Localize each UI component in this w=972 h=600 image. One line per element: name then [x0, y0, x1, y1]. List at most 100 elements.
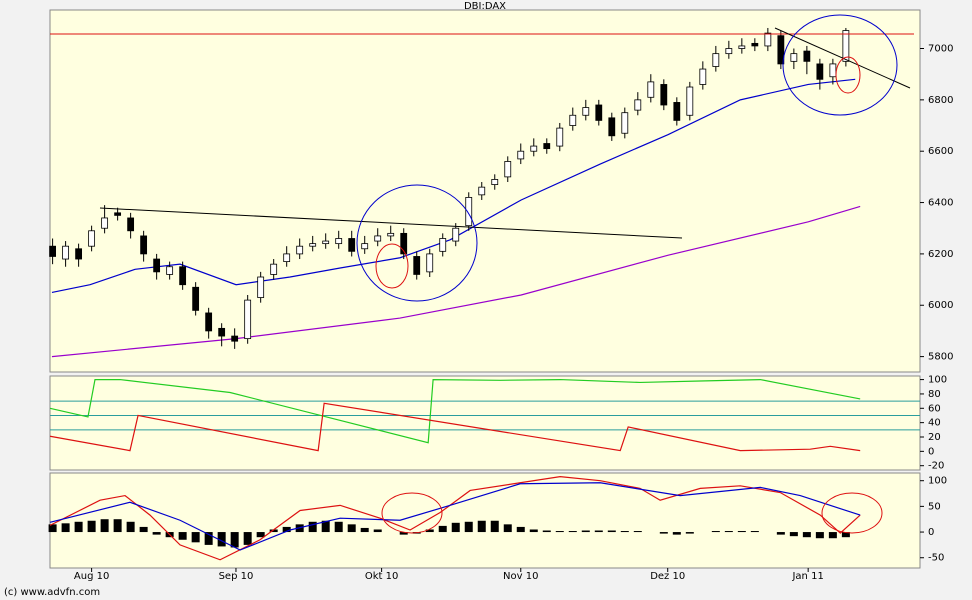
histogram-bar	[399, 532, 408, 535]
histogram-bar	[542, 530, 551, 533]
plot: 5800 6000 6200 6400 6600 6800 7000 -20 0 20 40 60 80…	[48, 27, 953, 582]
candle-body	[478, 186, 486, 196]
series-line	[49, 475, 861, 561]
series-line	[49, 378, 861, 444]
candle-body	[257, 276, 265, 298]
y-tick-label: 7000	[928, 44, 953, 55]
histogram-bar	[217, 532, 226, 547]
y-tick-label: 40	[928, 418, 941, 429]
candle-body	[816, 63, 824, 80]
candle-body	[283, 253, 291, 263]
histogram-bar	[48, 524, 57, 533]
candle-body	[127, 217, 135, 232]
histogram-bar	[139, 526, 148, 533]
histogram-bar	[789, 532, 798, 537]
macd-panel	[49, 472, 921, 569]
histogram-bar	[516, 526, 525, 533]
y-tick-label: 6400	[928, 198, 953, 209]
trend-line	[774, 27, 911, 89]
y-tick-label: 100	[928, 476, 947, 487]
histogram-bar	[152, 532, 161, 535]
y-tick-label: -20	[928, 461, 944, 472]
histogram-bar	[620, 531, 629, 533]
candle-body	[218, 327, 226, 337]
candle-body	[491, 179, 499, 185]
histogram-bar	[178, 532, 187, 540]
y-tick-label: 50	[928, 501, 941, 512]
candle-body	[413, 256, 421, 275]
y-tick-label: 0	[928, 446, 934, 457]
candle-body	[244, 299, 252, 340]
histogram-bar	[633, 531, 642, 533]
histogram-bar	[230, 532, 239, 548]
histogram-bar	[581, 530, 590, 533]
histogram-bar	[659, 532, 668, 534]
trend-line	[99, 207, 683, 239]
x-tick-label: Dez 10	[650, 571, 685, 582]
candle-body	[777, 35, 785, 65]
x-tick-label: Aug 10	[74, 571, 109, 582]
histogram-bar	[724, 531, 733, 533]
candle-body	[335, 238, 343, 245]
candle-body	[114, 212, 122, 216]
histogram-bar	[308, 521, 317, 533]
candle-body	[634, 99, 642, 111]
series-line	[49, 482, 861, 551]
y-tick-label: 80	[928, 389, 941, 400]
y-tick-label: 5800	[928, 352, 953, 363]
candle-body	[192, 286, 200, 311]
y-tick-label: 100	[928, 375, 947, 386]
candle-body	[517, 150, 525, 160]
chart-title: DBI:DAX	[464, 1, 506, 12]
candle-body	[725, 48, 733, 55]
circle-marker	[821, 492, 883, 534]
histogram-bar	[711, 531, 720, 533]
histogram-bar	[672, 532, 681, 535]
histogram-bar	[256, 532, 265, 538]
candle-body	[712, 53, 720, 67]
histogram-bar	[113, 519, 122, 533]
candle-body	[621, 112, 629, 134]
candle-body	[803, 50, 811, 62]
annotations	[50, 14, 914, 534]
candle-body	[569, 114, 577, 126]
histogram-bar	[74, 521, 83, 533]
y-tick-label: 6200	[928, 249, 953, 260]
candle-body	[699, 68, 707, 85]
candle-body	[49, 245, 57, 257]
candle-body	[660, 84, 668, 106]
histogram-bar	[841, 532, 850, 538]
x-tick-label: Jan 11	[791, 571, 823, 582]
candle-body	[309, 243, 317, 247]
histogram-bar	[750, 531, 759, 533]
series-line	[51, 78, 856, 293]
candle-body	[426, 253, 434, 273]
histogram-bar	[529, 529, 538, 533]
candle-body	[231, 335, 239, 342]
candle-body	[296, 245, 304, 255]
histogram-bar	[425, 529, 434, 533]
histogram-bar	[802, 532, 811, 538]
histogram-bar	[191, 532, 200, 543]
candle-body	[842, 30, 850, 62]
oscillator-panel	[49, 375, 921, 471]
candle-body	[504, 161, 512, 178]
histogram-bar	[555, 531, 564, 533]
candle-body	[205, 312, 213, 332]
candle-body	[322, 240, 330, 245]
candle-body	[751, 42, 759, 47]
histogram-bar	[61, 523, 70, 533]
histogram-bar	[568, 531, 577, 533]
candle-body	[790, 53, 798, 62]
candle-body	[465, 197, 473, 227]
histogram-bar	[204, 532, 213, 545]
candle-body	[88, 230, 96, 247]
candle-body	[764, 32, 772, 47]
candle-body	[75, 248, 83, 260]
candle-body	[530, 145, 538, 152]
histogram-bar	[347, 524, 356, 533]
histogram-bar	[438, 525, 447, 533]
histogram-bar	[87, 520, 96, 533]
circle-marker	[375, 243, 409, 289]
candle-body	[101, 217, 109, 229]
